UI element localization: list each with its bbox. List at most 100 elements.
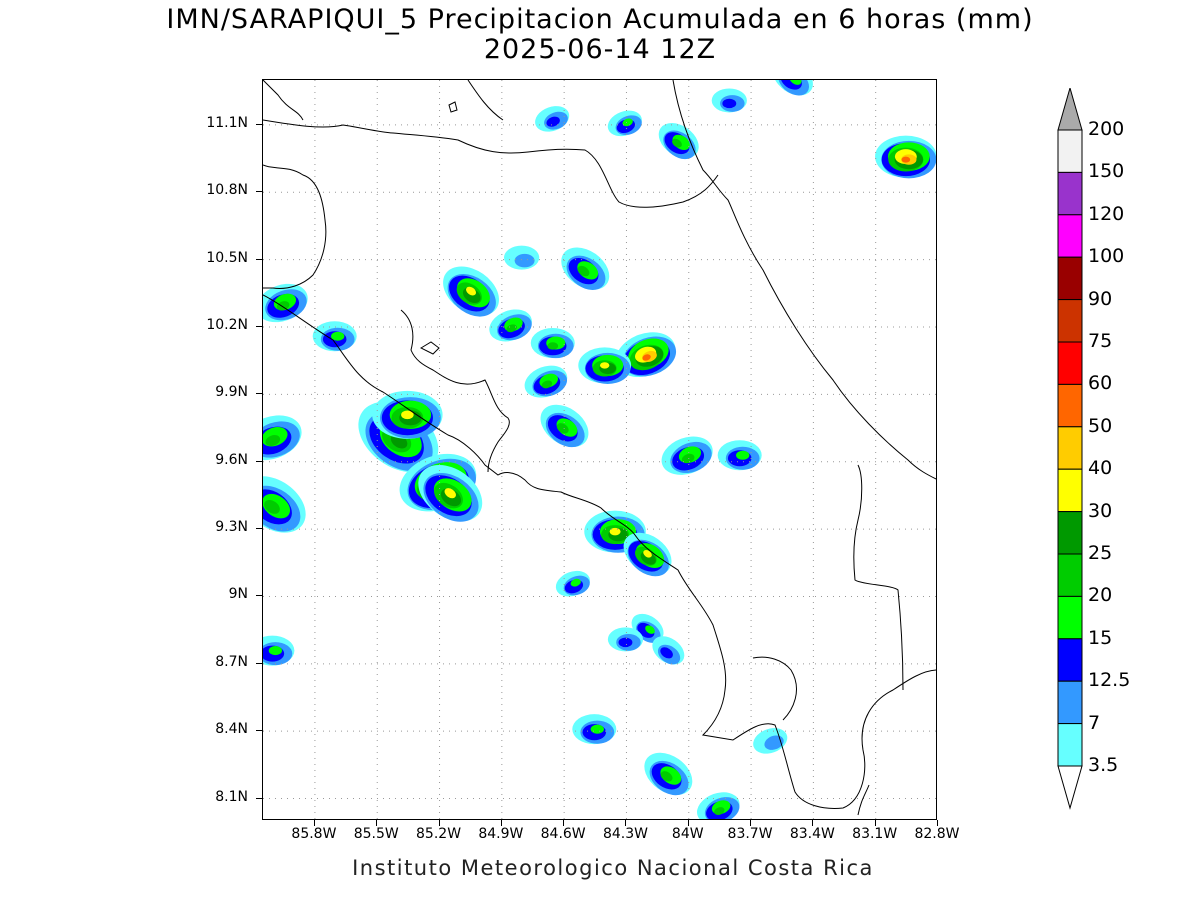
lon-tick-mark [438,820,440,826]
colorbar-level-label: 200 [1088,118,1125,140]
colorbar-box [1057,341,1083,385]
lon-tick-label: 82.8W [914,826,960,842]
rain-cell [489,309,532,342]
rain-contour [622,118,633,127]
rain-cell [711,88,747,113]
lake-shore [467,80,504,121]
rain-cell [372,390,443,439]
lon-tick-mark [874,820,876,826]
colorbar-box [1057,299,1083,343]
colorbar-box [1057,468,1083,513]
rain-contour [789,80,802,85]
rain-contour [268,646,283,656]
rain-contour [547,342,559,350]
rain-cell [312,321,357,352]
rain-cell [535,106,570,132]
map-valid-time: 2025-06-14 12Z [483,34,717,65]
precipitation-map [263,80,936,819]
rain-contour [506,324,517,333]
rain-contour [645,625,655,634]
rain-contour [660,771,673,782]
rain-cell [555,570,590,597]
colorbar-level-label: 30 [1088,499,1113,522]
rain-contour [444,488,456,499]
rain-contour [541,380,553,389]
rain-cell [772,80,813,96]
lat-tick-label: 8.1N [215,788,248,805]
lon-tick-mark [376,820,378,826]
rain-cell [540,404,589,448]
rain-cell [696,792,740,819]
colorbar-level-label: 120 [1088,202,1125,225]
lat-tick-label: 8.7N [215,653,248,670]
lat-tick-label: 9N [228,586,248,603]
rain-contour [546,116,560,127]
lon-tick-mark [937,820,938,826]
colorbar-level-label: 90 [1088,287,1113,310]
rain-cell [875,135,936,179]
colorbar-level-label: 15 [1088,626,1113,649]
lon-tick-mark [500,820,502,826]
rain-cell [607,627,644,652]
lat-tick-label: 9.6N [215,451,248,468]
rain-contour [570,578,581,587]
lon-tick-mark [563,820,565,826]
colorbar-box [1057,214,1083,258]
rain-contour [672,138,682,148]
lat-tick-mark [256,528,262,530]
colorbar-level-label: 12.5 [1088,669,1131,692]
lat-tick-mark [256,258,262,260]
nicoya-coast [400,309,510,473]
rain-contour [714,807,725,815]
rain-cell [263,415,302,461]
lon-tick-label: 84.3W [602,826,648,842]
rain-contour [722,98,737,109]
rain-contour [401,410,414,420]
caribbean-coastline [672,80,936,480]
panama-border [853,464,904,691]
rain-cell [753,728,788,754]
coastlines [263,80,936,816]
colorbar-level-label: 20 [1088,584,1113,607]
colorbar-box [1057,171,1083,216]
lon-tick-label: 83.1W [852,826,898,842]
rain-cell [263,635,295,666]
lat-tick-label: 9.9N [215,384,248,401]
lat-tick-mark [256,191,262,193]
rain-contour [764,735,784,750]
burica-peninsula [857,784,870,816]
lat-tick-mark [256,662,262,664]
colorbar-level-label: 60 [1088,372,1113,395]
colorbar-min-triangle [1057,765,1083,810]
colorbar-level-label: 40 [1088,457,1113,480]
colorbar-box [1057,638,1083,682]
nicaragua-coast-north [263,80,304,121]
rain-cell [623,532,672,577]
lat-tick-mark [256,595,262,597]
lat-tick-mark [256,730,262,732]
colorbar-max-triangle [1057,88,1083,131]
lon-tick-mark [687,820,689,826]
rain-cell [661,436,713,475]
lon-tick-label: 85.5W [353,826,399,842]
rain-contour [660,647,673,659]
lon-tick-mark [812,820,814,826]
lon-tick-label: 84.6W [540,826,586,842]
rain-cell [443,266,499,317]
rain-cell [524,365,568,398]
colorbar-level-label: 50 [1088,414,1113,437]
map-frame [262,79,937,820]
lat-tick-mark [256,797,262,799]
rain-cell [615,332,677,378]
precipitation-field [263,80,936,819]
lat-lon-grid [263,80,936,819]
colorbar-box [1057,383,1083,428]
colorbar-level-label: 25 [1088,542,1113,564]
colorbar-box [1057,553,1083,597]
rain-cell [578,347,632,384]
lat-tick-mark [256,460,262,462]
institution-footer: Instituto Meteorologico Nacional Costa R… [352,856,874,880]
pacific-coastline [263,294,936,809]
lon-tick-mark [625,820,627,826]
rain-contour [577,265,590,277]
